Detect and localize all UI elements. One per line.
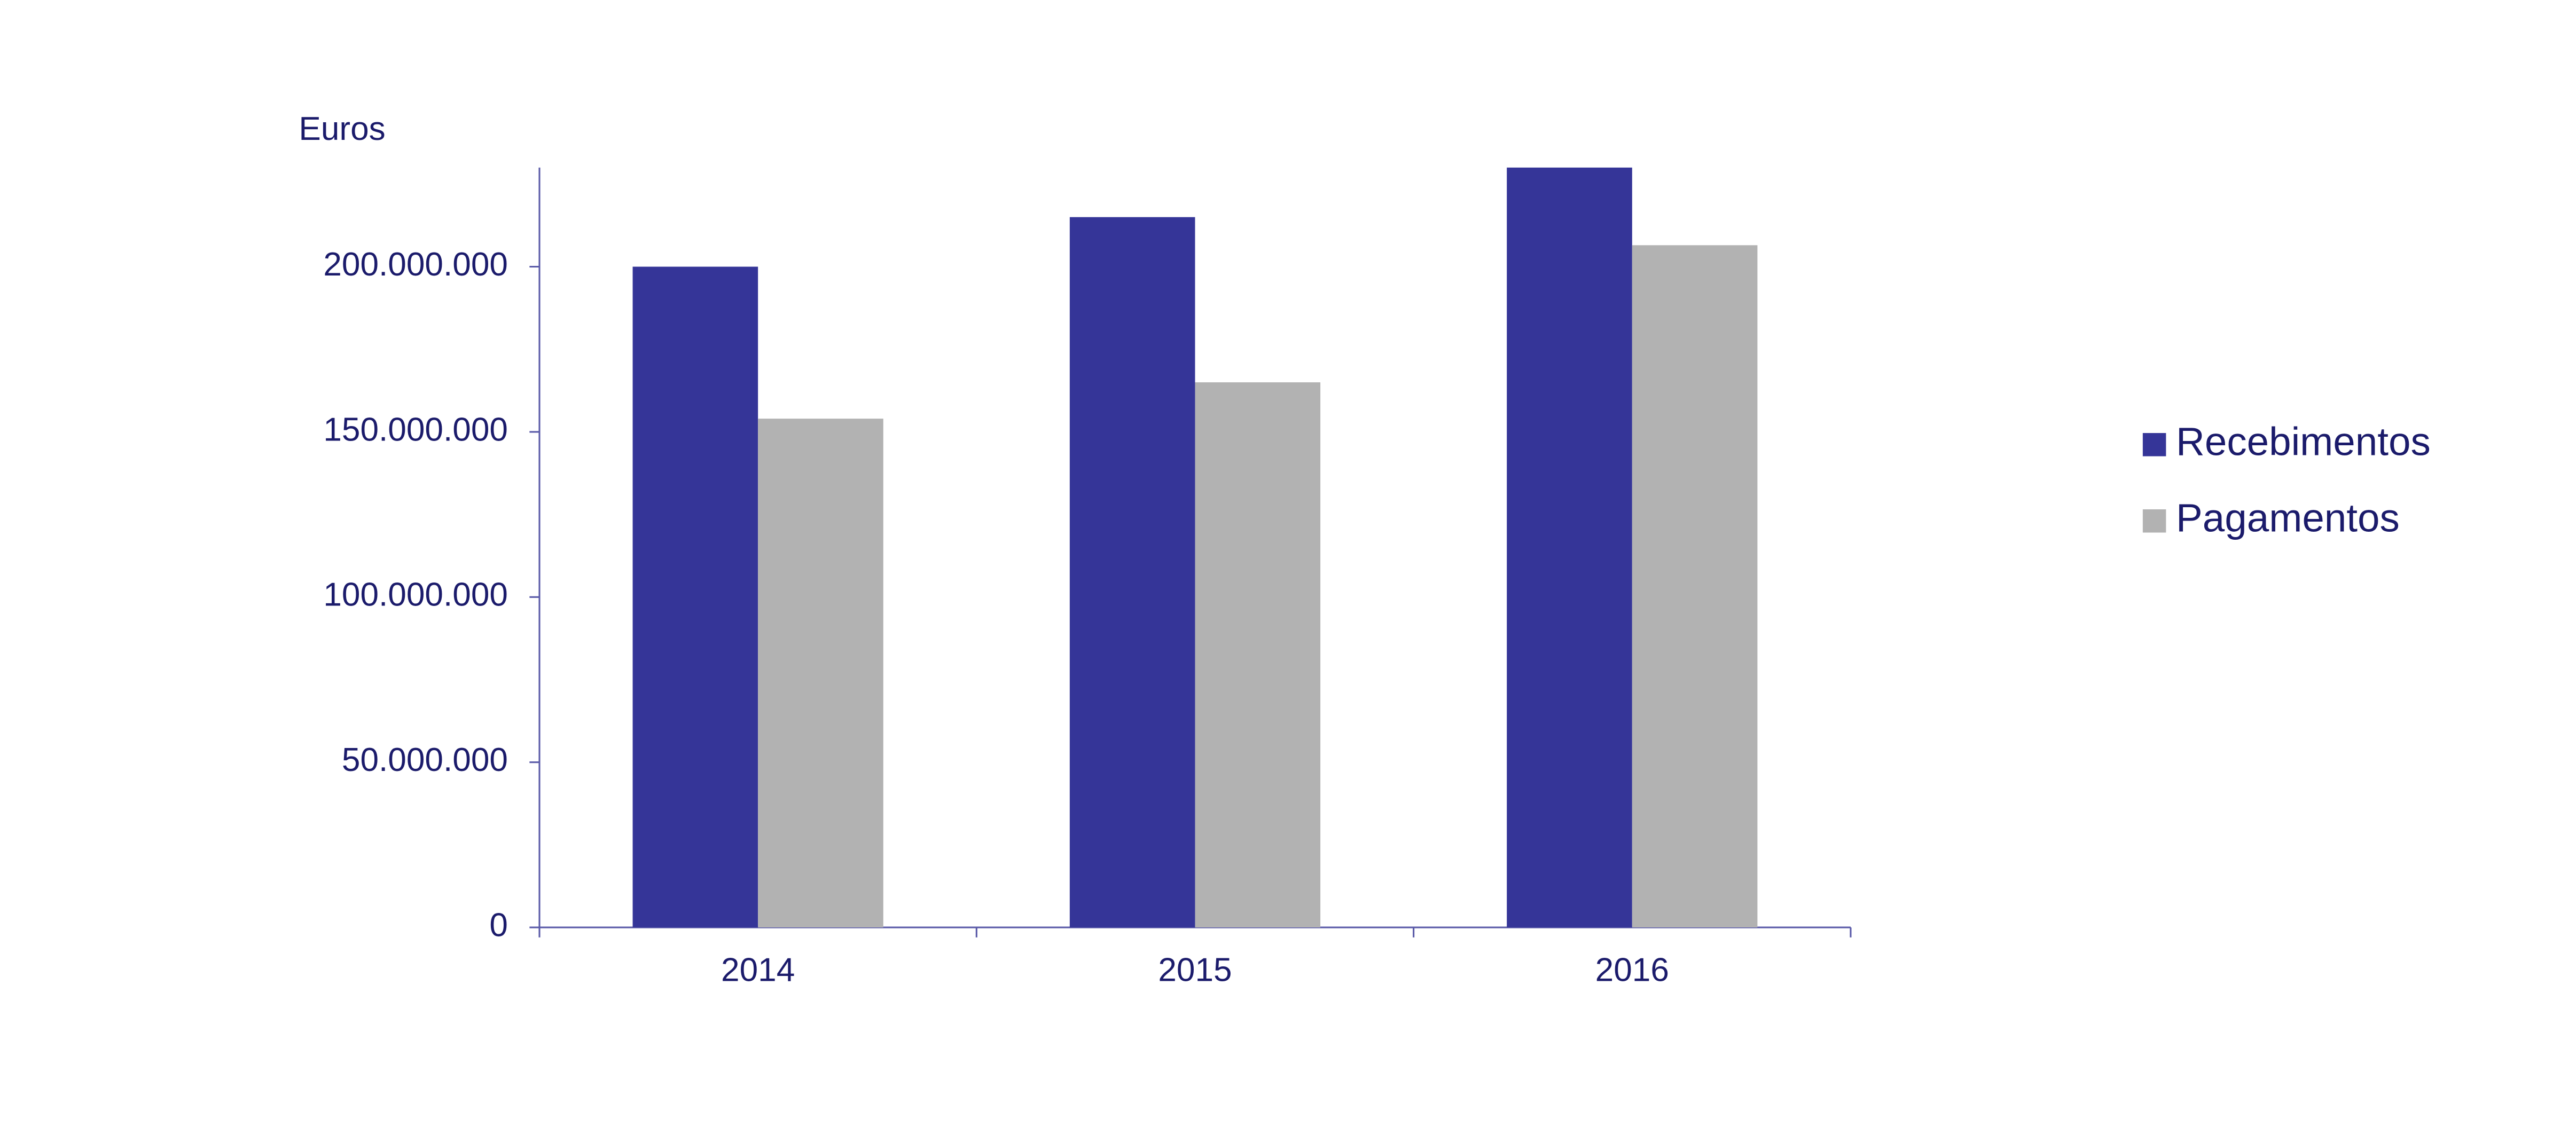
legend-swatch	[2142, 433, 2166, 456]
y-tick-label: 150.000.000	[323, 411, 508, 448]
legend-label: Recebimentos	[2176, 419, 2431, 464]
bar	[1632, 245, 1758, 928]
y-tick-label: 200.000.000	[323, 246, 508, 283]
y-tick-label: 0	[489, 907, 508, 944]
y-axis-label: Euros	[299, 111, 385, 147]
bar	[1507, 167, 1632, 928]
bar	[632, 266, 758, 928]
x-tick-label: 2016	[1595, 951, 1669, 988]
bar	[1069, 217, 1195, 928]
y-tick-label: 50.000.000	[342, 742, 508, 778]
y-tick-label: 100.000.000	[323, 577, 508, 613]
bar	[1195, 382, 1321, 928]
legend-swatch	[2142, 509, 2166, 533]
legend-label: Pagamentos	[2176, 495, 2400, 540]
x-tick-label: 2015	[1158, 951, 1232, 988]
bar	[758, 419, 883, 928]
x-tick-label: 2014	[721, 951, 795, 988]
